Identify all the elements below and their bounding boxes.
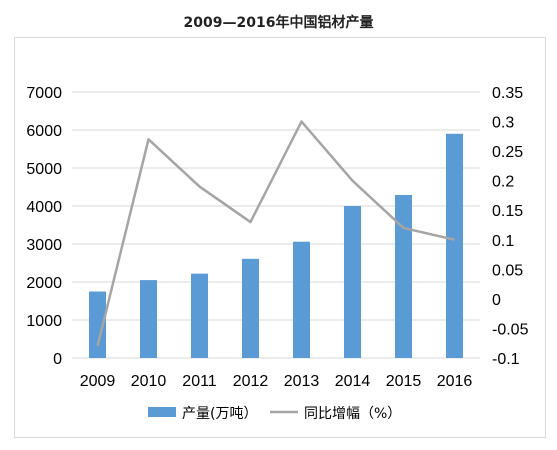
- bar: [140, 280, 157, 358]
- x-tick-label: 2014: [335, 373, 371, 390]
- y-right-tick-label: 0: [492, 292, 501, 309]
- chart-frame: [14, 37, 546, 438]
- y-left-tick-label: 5000: [26, 161, 62, 178]
- bar: [242, 258, 259, 358]
- bar: [344, 206, 361, 358]
- bar: [293, 241, 310, 358]
- x-tick-label: 2009: [80, 373, 116, 390]
- growth-line: [96, 120, 455, 347]
- x-tick-label: 2010: [131, 373, 167, 390]
- x-tick-label: 2011: [182, 373, 217, 390]
- y-left-tick-label: 1000: [26, 313, 62, 330]
- chart-title: 2009—2016年中国铝材产量: [183, 15, 374, 31]
- bar: [89, 291, 106, 358]
- y-right-tick-label: -0.1: [492, 351, 520, 368]
- y-left-tick-label: 0: [53, 351, 62, 368]
- legend-label-line: 同比增幅（%）: [304, 406, 401, 422]
- y-right-tick-label: 0.3: [492, 115, 514, 132]
- legend-label-bar: 产量(万吨）: [182, 406, 257, 422]
- legend-swatch-bar: [148, 407, 176, 417]
- y-right-tick-label: -0.05: [492, 321, 529, 338]
- y-right-tick-label: 0.35: [492, 85, 523, 102]
- y-right-tick-label: 0.25: [492, 144, 523, 161]
- bar: [191, 273, 208, 358]
- x-tick-label: 2016: [437, 373, 473, 390]
- x-tick-label: 2013: [284, 373, 320, 390]
- y-right-tick-label: 0.2: [492, 174, 514, 191]
- y-left-tick-label: 3000: [26, 237, 62, 254]
- x-tick-label: 2012: [233, 373, 269, 390]
- bar: [446, 133, 463, 358]
- y-left-tick-label: 4000: [26, 199, 62, 216]
- y-right-tick-label: 0.15: [492, 203, 523, 220]
- x-tick-label: 2015: [386, 373, 422, 390]
- y-left-tick-label: 7000: [26, 85, 62, 102]
- y-left-tick-label: 2000: [26, 275, 62, 292]
- y-right-tick-label: 0.1: [492, 233, 514, 250]
- y-right-tick-label: 0.05: [492, 262, 523, 279]
- y-left-tick-label: 6000: [26, 123, 62, 140]
- bar: [395, 194, 412, 358]
